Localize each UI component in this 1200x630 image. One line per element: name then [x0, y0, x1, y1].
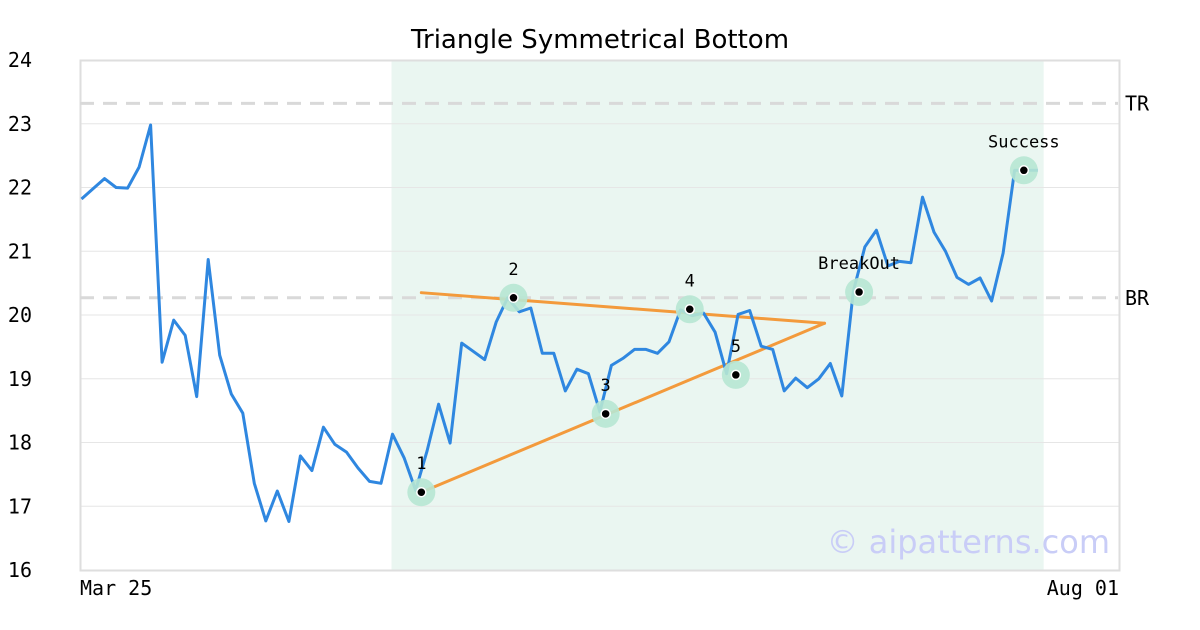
point-label: 5 [731, 337, 741, 357]
y-tick-label: 20 [8, 303, 32, 327]
trendline [419, 321, 827, 494]
y-tick-label: 21 [8, 239, 32, 263]
point-marker [600, 408, 611, 420]
point-label: 2 [508, 260, 518, 280]
point-marker [730, 369, 742, 381]
point-marker [1018, 165, 1030, 176]
plot-frame [79, 59, 1121, 572]
point-marker [416, 486, 427, 498]
point-label: 3 [601, 376, 611, 396]
point-label: 4 [685, 271, 695, 291]
y-tick-label: 17 [8, 494, 32, 518]
level-label: TR [1125, 91, 1150, 115]
y-tick-label: 23 [8, 112, 32, 136]
y-tick-label: 16 [8, 558, 32, 582]
x-tick-label-start: Mar 25 [80, 576, 152, 600]
trendline [419, 291, 827, 325]
watermark: © aipatterns.com [827, 523, 1110, 561]
point-marker [853, 286, 865, 298]
point-marker [684, 304, 696, 315]
x-tick-label-end: Aug 01 [1047, 576, 1119, 600]
y-tick-label: 19 [8, 367, 32, 391]
chart-title: Triangle Symmetrical Bottom [410, 25, 789, 55]
point-label: Success [988, 132, 1060, 152]
point-marker [508, 292, 519, 304]
point-label: BreakOut [818, 254, 900, 274]
series-line [80, 123, 1038, 523]
level-label: BR [1125, 286, 1150, 310]
point-label: 1 [416, 454, 426, 474]
y-tick-label: 22 [8, 176, 32, 200]
y-tick-label: 18 [8, 431, 32, 455]
y-tick-label: 24 [8, 48, 32, 72]
